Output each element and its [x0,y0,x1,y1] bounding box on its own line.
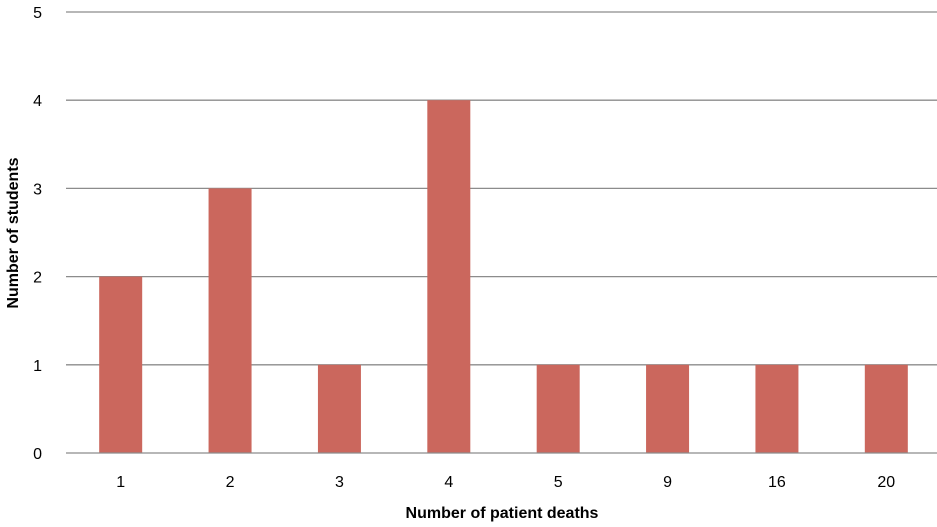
bar [427,100,471,453]
x-tick-label: 5 [554,474,563,491]
bars [99,100,908,453]
x-tick-label: 1 [116,474,125,491]
bar [536,364,580,453]
x-tick-label: 16 [768,474,786,491]
x-tick-label: 2 [226,474,235,491]
y-tick-label: 0 [33,446,42,463]
bar [99,276,143,453]
bar [755,364,799,453]
y-tick-labels: 0 1 2 3 4 5 [33,5,42,463]
x-tick-label: 20 [877,474,895,491]
bar [864,364,908,453]
bar [208,188,252,453]
y-tick-label: 1 [33,358,42,375]
bar [317,364,361,453]
x-tick-label: 3 [335,474,344,491]
y-tick-label: 3 [33,181,42,198]
y-tick-label: 2 [33,270,42,287]
x-tick-labels: 1 2 3 4 5 9 16 20 [116,474,895,491]
x-axis-title: Number of patient deaths [406,505,599,522]
y-tick-label: 5 [33,5,42,22]
gridlines [66,11,937,366]
x-tick-label: 9 [663,474,672,491]
y-tick-label: 4 [33,93,42,110]
bar [646,364,690,453]
y-axis-title: Number of students [5,157,22,308]
x-tick-label: 4 [444,474,453,491]
